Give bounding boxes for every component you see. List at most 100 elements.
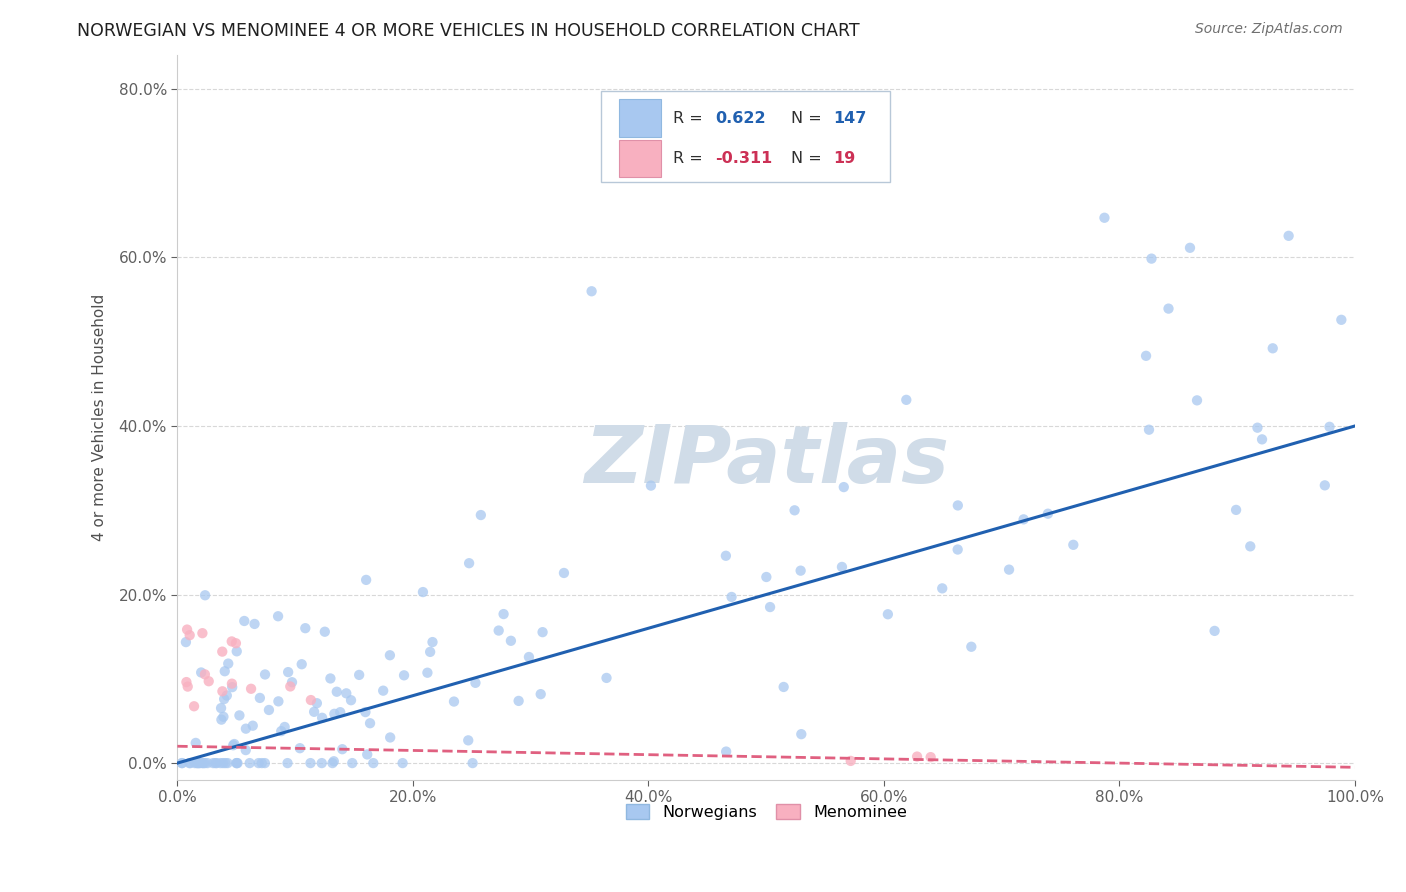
Point (378, 648, 401, 663)
Point (177, 680, 200, 694)
Point (1036, 507, 1059, 521)
Point (354, 705, 377, 719)
Text: R =: R = (673, 111, 709, 126)
Point (391, 756, 413, 770)
Point (215, 689, 238, 703)
Point (553, 566, 575, 580)
Point (235, 743, 257, 757)
Point (299, 756, 322, 770)
Point (359, 716, 381, 731)
Point (581, 285, 603, 299)
Point (759, 600, 782, 615)
Point (305, 696, 328, 710)
Point (191, 756, 214, 770)
Point (329, 705, 352, 719)
Point (179, 756, 201, 770)
Text: 147: 147 (834, 111, 866, 126)
Point (191, 626, 214, 640)
Point (214, 756, 236, 770)
Point (1251, 433, 1274, 447)
Point (209, 701, 232, 715)
Text: 19: 19 (834, 151, 855, 166)
Point (1330, 313, 1353, 327)
Point (209, 756, 232, 770)
Point (905, 749, 928, 764)
Point (202, 756, 225, 770)
Point (221, 634, 243, 648)
Point (347, 668, 370, 682)
Point (205, 756, 228, 770)
Point (322, 754, 344, 768)
Point (946, 542, 969, 557)
Point (720, 590, 742, 604)
Point (197, 756, 219, 770)
Point (172, 756, 194, 770)
Text: -0.311: -0.311 (716, 151, 773, 166)
Point (342, 756, 364, 770)
Point (335, 686, 357, 700)
Point (340, 693, 363, 707)
Point (240, 681, 263, 696)
Point (277, 756, 299, 770)
Point (249, 690, 271, 705)
FancyBboxPatch shape (602, 91, 890, 182)
Point (531, 625, 554, 640)
Point (194, 588, 217, 602)
Point (422, 635, 444, 649)
Point (416, 665, 439, 680)
Point (1319, 419, 1341, 434)
Point (464, 676, 486, 690)
Point (243, 616, 266, 631)
Point (876, 607, 898, 622)
Point (1140, 252, 1163, 266)
Point (470, 508, 492, 522)
Point (221, 676, 243, 690)
Point (278, 680, 301, 694)
Point (714, 745, 737, 759)
Point (257, 703, 280, 717)
Point (831, 560, 853, 574)
Point (314, 624, 336, 639)
Point (294, 621, 316, 635)
Point (640, 478, 662, 492)
Point (188, 756, 211, 770)
Point (1261, 341, 1284, 355)
Point (1278, 228, 1301, 243)
Point (1185, 393, 1208, 408)
Point (714, 549, 737, 563)
Text: 0.622: 0.622 (716, 111, 766, 126)
Point (595, 671, 617, 685)
Point (226, 756, 249, 770)
Point (783, 503, 806, 517)
Point (221, 680, 243, 694)
Point (392, 668, 415, 682)
FancyBboxPatch shape (619, 100, 661, 137)
Point (1062, 538, 1084, 552)
Point (186, 756, 208, 770)
Point (311, 756, 333, 770)
Point (931, 582, 953, 596)
Point (311, 711, 333, 725)
Point (839, 754, 862, 768)
Point (1135, 349, 1157, 363)
Point (896, 392, 918, 407)
Point (254, 667, 277, 681)
Point (193, 756, 215, 770)
Point (186, 756, 208, 770)
Point (330, 742, 353, 756)
Point (194, 756, 217, 770)
Point (488, 624, 510, 638)
Point (299, 693, 322, 707)
Point (250, 756, 273, 770)
Point (960, 640, 983, 654)
Point (772, 680, 794, 694)
Point (170, 756, 193, 770)
FancyBboxPatch shape (619, 139, 661, 178)
Point (790, 727, 813, 741)
Point (277, 665, 299, 679)
Point (319, 672, 342, 686)
Point (212, 692, 235, 706)
Text: ZIPatlas: ZIPatlas (583, 422, 949, 500)
Point (412, 585, 434, 599)
Point (458, 556, 481, 570)
